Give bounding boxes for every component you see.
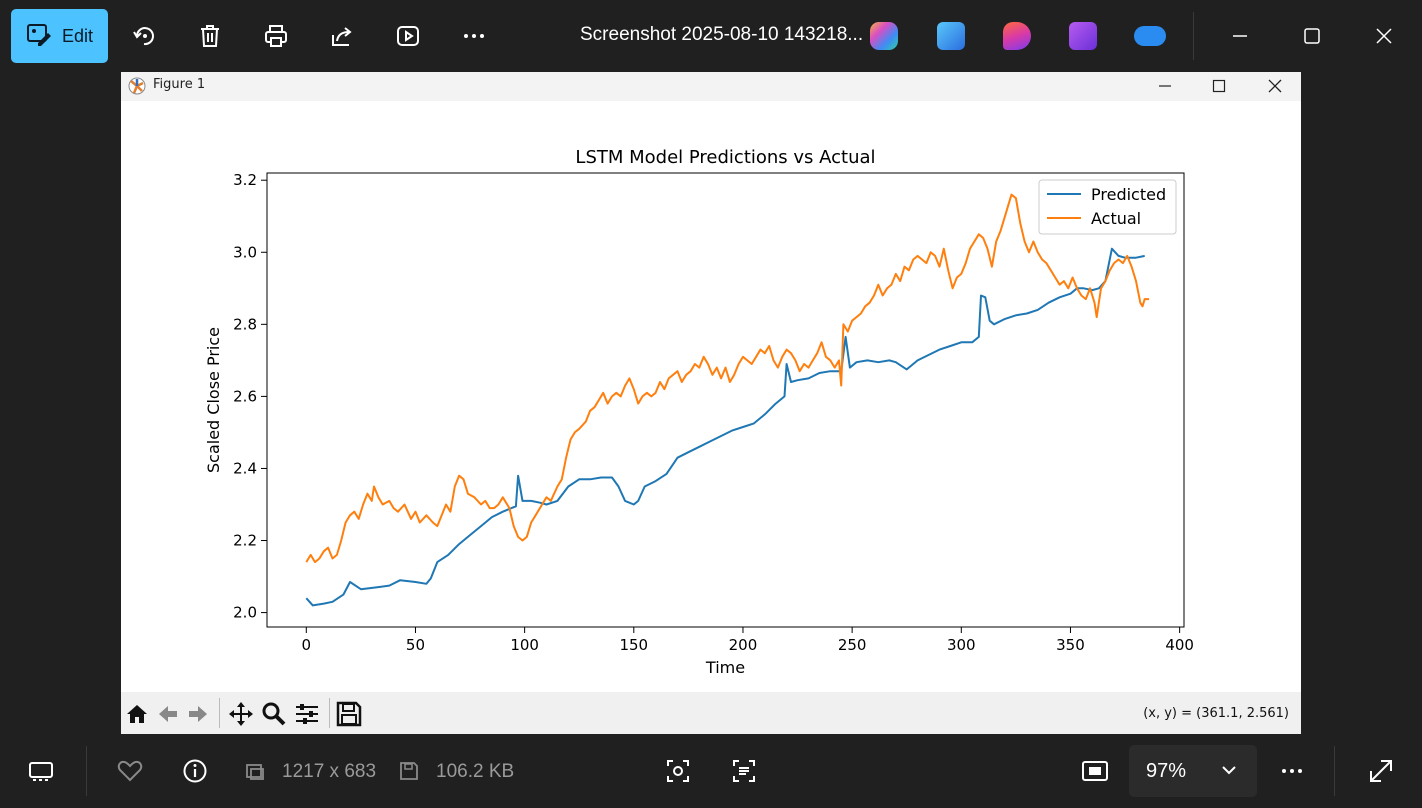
edit-image-icon	[26, 21, 52, 52]
photos-editor-icon[interactable]	[937, 22, 965, 50]
file-title: Screenshot 2025-08-10 143218...	[580, 24, 864, 45]
photos-top-bar: Edit Screenshot 2025-08-10 143218...	[0, 0, 1422, 72]
x-tick-label: 300	[947, 636, 976, 654]
y-tick-label: 2.6	[233, 387, 257, 405]
onedrive-icon[interactable]	[1134, 26, 1166, 46]
toolbar-divider	[1193, 12, 1194, 60]
x-tick-label: 250	[838, 636, 867, 654]
x-tick-label: 100	[510, 636, 539, 654]
maximize-icon[interactable]	[1294, 20, 1330, 52]
toolbar-separator	[329, 698, 330, 728]
more-options-icon[interactable]	[1277, 756, 1307, 786]
coordinate-readout: (x, y) = (361.1, 2.561)	[1143, 706, 1289, 721]
line-chart[interactable]: LSTM Model Predictions vs Actual 0 50 100 1…	[121, 101, 1301, 692]
y-axis-label: Scaled Close Price	[204, 327, 223, 473]
series-line-actual	[305, 193, 1150, 564]
status-divider	[86, 746, 87, 796]
x-tick-label: 150	[619, 636, 648, 654]
rotate-icon[interactable]	[128, 20, 160, 52]
image-dimensions: 1217 x 683	[282, 761, 377, 782]
matplotlib-logo-icon	[128, 77, 146, 99]
y-tick-label: 2.4	[233, 459, 257, 477]
filmstrip-icon[interactable]	[26, 756, 56, 786]
more-icon[interactable]	[458, 20, 490, 52]
copilot-icon[interactable]	[870, 22, 898, 50]
series-layer	[305, 193, 1150, 607]
info-icon[interactable]	[180, 756, 210, 786]
x-tick-label: 50	[406, 636, 425, 654]
zoom-dropdown[interactable]: 97%	[1129, 745, 1257, 797]
figure-title: Figure 1	[153, 77, 206, 92]
figure-title-bar: Figure 1	[121, 72, 1301, 101]
photos-bottom-bar: 1217 x 683 106.2 KB 97%	[0, 734, 1422, 808]
visual-search-icon[interactable]	[663, 756, 693, 786]
favorite-heart-icon[interactable]	[115, 756, 145, 786]
axis-ticks: 0 50 100 150 200 250 300 350 400 2.0 2.2 2.4 2.6 2.8 3…	[233, 171, 1194, 654]
series-line-predicted	[305, 247, 1145, 607]
forward-arrow-icon[interactable]	[184, 700, 212, 728]
figure-close-icon[interactable]	[1262, 74, 1288, 98]
x-axis-label: Time	[705, 658, 745, 677]
legend: Predicted Actual	[1038, 179, 1177, 235]
designer-icon[interactable]	[1003, 22, 1031, 50]
print-icon[interactable]	[260, 20, 292, 52]
clipchamp-icon[interactable]	[1069, 22, 1097, 50]
y-tick-label: 2.8	[233, 315, 257, 333]
legend-label-predicted: Predicted	[1091, 185, 1166, 204]
back-arrow-icon[interactable]	[154, 700, 182, 728]
edit-button[interactable]: Edit	[11, 9, 108, 63]
pan-icon[interactable]	[227, 700, 255, 728]
x-tick-label: 0	[302, 636, 312, 654]
home-icon[interactable]	[123, 700, 151, 728]
zoom-rect-icon[interactable]	[260, 700, 288, 728]
y-tick-label: 2.2	[233, 532, 257, 550]
x-tick-label: 200	[729, 636, 758, 654]
close-icon[interactable]	[1366, 20, 1402, 52]
save-figure-icon[interactable]	[335, 700, 363, 728]
fit-to-window-icon[interactable]	[1080, 756, 1110, 786]
configure-subplots-icon[interactable]	[293, 700, 321, 728]
fullscreen-icon[interactable]	[1366, 756, 1396, 786]
share-icon[interactable]	[326, 20, 358, 52]
chart-title: LSTM Model Predictions vs Actual	[575, 147, 875, 168]
chevron-down-icon	[1221, 762, 1237, 782]
y-tick-label: 3.0	[233, 243, 257, 261]
zoom-level: 97%	[1146, 760, 1187, 782]
dimensions-icon	[240, 756, 270, 786]
status-divider	[1334, 746, 1335, 796]
edit-label: Edit	[61, 25, 94, 46]
axes-frame	[266, 172, 1185, 628]
legend-label-actual: Actual	[1091, 209, 1141, 228]
y-tick-label: 3.2	[233, 171, 257, 189]
slideshow-icon[interactable]	[392, 20, 424, 52]
file-size: 106.2 KB	[436, 761, 515, 782]
file-size-icon	[394, 756, 424, 786]
figure-toolbar: (x, y) = (361.1, 2.561)	[121, 692, 1301, 734]
figure-maximize-icon[interactable]	[1206, 74, 1232, 98]
minimize-icon[interactable]	[1222, 20, 1258, 52]
x-tick-label: 400	[1165, 636, 1194, 654]
figure-window: Figure 1 LSTM Model Predictions vs Actua…	[121, 72, 1301, 734]
delete-icon[interactable]	[194, 20, 226, 52]
text-extract-icon[interactable]	[729, 756, 759, 786]
figure-minimize-icon[interactable]	[1152, 74, 1178, 98]
y-tick-label: 2.0	[233, 604, 257, 622]
toolbar-separator	[219, 698, 220, 728]
x-tick-label: 350	[1056, 636, 1085, 654]
